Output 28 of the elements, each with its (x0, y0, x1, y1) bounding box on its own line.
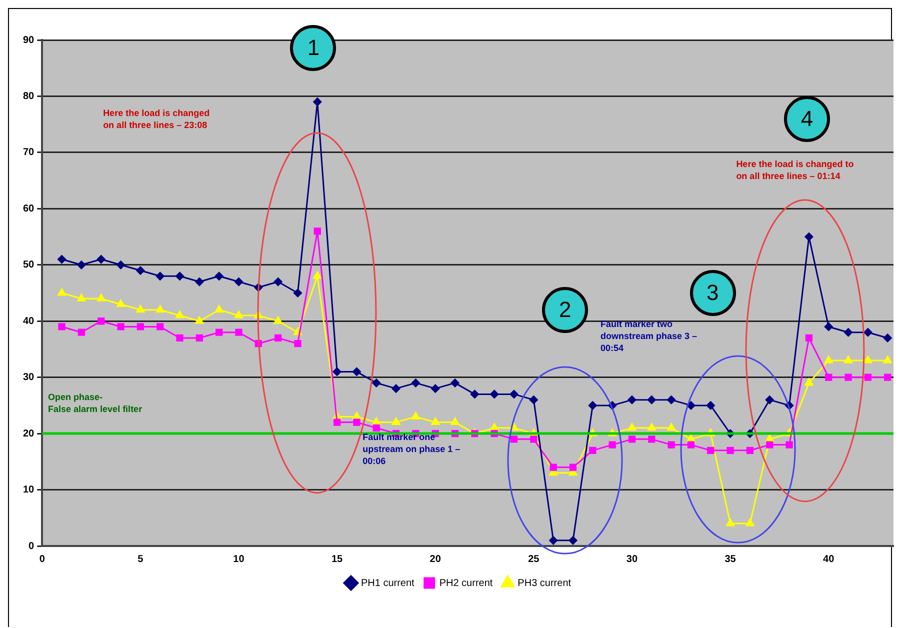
y-tick-label: 40 (23, 316, 35, 327)
y-tick-label: 60 (23, 203, 35, 214)
legend-label: PH2 current (439, 578, 493, 589)
y-tick-label: 90 (23, 34, 35, 46)
x-tick-label: 30 (626, 554, 638, 565)
annotation: Fault marker one upstream on phase 1 – 00:06 (362, 430, 460, 467)
annotation: Open phase- False alarm level filter (48, 391, 142, 416)
x-tick-label: 15 (331, 554, 344, 565)
legend-label: PH3 current (518, 578, 572, 589)
y-tick-label: 50 (23, 260, 35, 271)
x-tick-label: 40 (823, 554, 835, 565)
x-tick-label: 35 (724, 554, 736, 565)
annotation: Here the load is changed to on all three lines – 01:14 (736, 158, 854, 182)
y-tick-label: 70 (23, 147, 35, 158)
y-tick-label: 20 (23, 428, 35, 440)
y-tick-label: 10 (23, 484, 35, 496)
x-tick-label: 25 (528, 554, 540, 565)
x-tick-label: 10 (233, 554, 245, 565)
y-tick-label: 30 (23, 372, 35, 384)
x-tick-label: 5 (138, 554, 144, 565)
x-tick-label: 0 (39, 554, 46, 565)
y-tick-label: 80 (23, 90, 35, 102)
annotation: Fault marker two downstream phase 3 – 00:54 (600, 318, 698, 354)
legend-label: PH1 current (360, 578, 415, 589)
numbered-circle: 1 (290, 24, 336, 71)
y-tick-label: 0 (28, 540, 35, 552)
annotation: Here the load is changed on all three lines – 23:08 (103, 107, 210, 132)
x-tick-label: 20 (430, 554, 442, 565)
